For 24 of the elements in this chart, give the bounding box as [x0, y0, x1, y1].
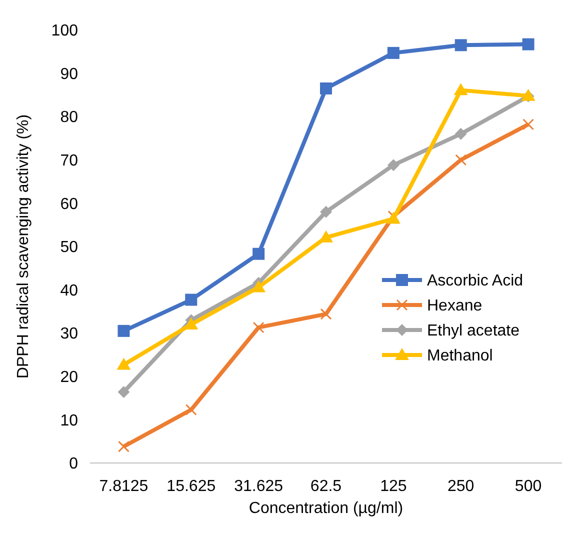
x-tick-label: 250 — [448, 478, 474, 495]
x-tick-label: 15.625 — [166, 478, 216, 495]
y-tick-label: 80 — [60, 109, 78, 126]
x-tick-label: 125 — [380, 478, 407, 495]
legend-label: Ascorbic Acid — [427, 272, 524, 290]
x-axis-title: Concentration (µg/ml) — [248, 500, 404, 517]
legend-label: Hexane — [427, 298, 482, 315]
x-tick-label: 62.5 — [310, 478, 342, 495]
y-tick-label: 0 — [69, 456, 78, 473]
y-tick-label: 100 — [51, 22, 78, 40]
y-tick-label: 70 — [60, 152, 78, 170]
x-tick-label: 500 — [514, 478, 542, 495]
legend-label: Methanol — [427, 348, 493, 365]
y-axis-title: DPPH radical scavenging activity (%) — [15, 114, 32, 379]
y-tick-label: 50 — [60, 239, 78, 256]
y-tick-label: 90 — [60, 66, 78, 83]
y-tick-label: 30 — [60, 326, 78, 343]
x-tick-label: 7.8125 — [99, 478, 148, 495]
y-tick-label: 10 — [60, 412, 78, 430]
y-tick-label: 60 — [60, 196, 78, 213]
x-tick-label: 31.625 — [234, 478, 284, 495]
y-tick-label: 20 — [60, 369, 78, 386]
legend-label: Ethyl acetate — [427, 322, 520, 340]
y-tick-label: 40 — [60, 282, 78, 300]
